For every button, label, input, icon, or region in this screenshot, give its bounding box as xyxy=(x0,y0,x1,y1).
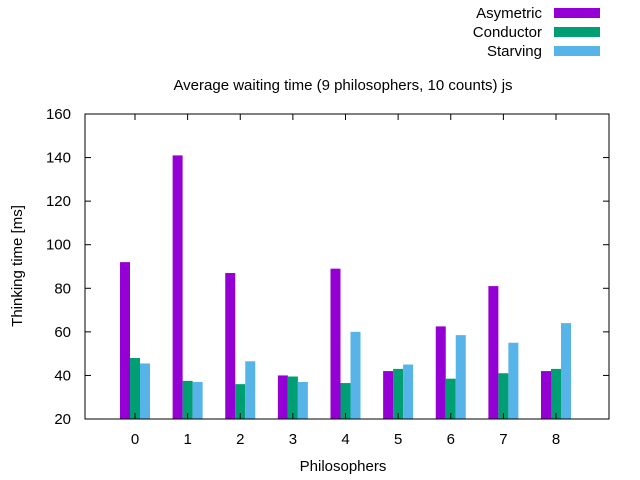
y-tick-label: 100 xyxy=(46,237,71,254)
x-axis-label: Philosophers xyxy=(300,458,387,475)
y-tick-label: 20 xyxy=(54,411,71,428)
bar-conductor-8 xyxy=(551,368,561,419)
bar-starving-0 xyxy=(140,363,150,419)
x-tick-label: 3 xyxy=(289,431,297,448)
legend-label-conductor: Conductor xyxy=(473,24,542,41)
legend-swatch-conductor xyxy=(554,27,600,37)
y-axis: 20 40 60 80 100 120 140 160 xyxy=(46,106,609,428)
y-tick-label: 160 xyxy=(46,106,71,123)
bar-conductor-0 xyxy=(130,358,140,419)
x-tick-label: 8 xyxy=(552,431,560,448)
bar-starving-1 xyxy=(192,381,203,419)
x-tick-label: 6 xyxy=(447,431,455,448)
bar-asymetric-3 xyxy=(277,375,288,419)
bar-starving-4 xyxy=(350,331,361,419)
bar-asymetric-6 xyxy=(435,326,446,419)
x-tick-label: 1 xyxy=(183,431,191,448)
legend-label-starving: Starving xyxy=(487,43,542,60)
bar-starving-8 xyxy=(561,323,571,419)
legend-swatch-starving xyxy=(554,46,600,56)
bar-asymetric-2 xyxy=(225,273,236,419)
bar-starving-5 xyxy=(403,364,414,419)
bar-conductor-7 xyxy=(498,373,509,419)
bar-conductor-1 xyxy=(182,380,193,419)
x-tick-label: 2 xyxy=(236,431,244,448)
bar-starving-2 xyxy=(245,361,256,419)
bar-conductor-2 xyxy=(235,384,246,419)
bar-asymetric-0 xyxy=(120,262,130,419)
bar-asymetric-7 xyxy=(488,286,499,419)
y-tick-label: 140 xyxy=(46,150,71,167)
legend-swatch-asymetric xyxy=(554,8,600,18)
bar-conductor-6 xyxy=(445,378,456,419)
bar-asymetric-5 xyxy=(383,371,394,419)
y-tick-label: 80 xyxy=(54,280,71,297)
legend: Asymetric Conductor Starving xyxy=(473,5,600,60)
y-tick-label: 120 xyxy=(46,193,71,210)
x-tick-label: 4 xyxy=(341,431,349,448)
bar-asymetric-1 xyxy=(172,155,183,419)
bar-starving-7 xyxy=(508,342,519,419)
x-tick-label: 7 xyxy=(499,431,507,448)
bar-asymetric-4 xyxy=(330,268,341,419)
legend-label-asymetric: Asymetric xyxy=(476,5,542,22)
x-tick-label: 5 xyxy=(394,431,402,448)
bars-layer xyxy=(120,155,571,419)
y-tick-label: 40 xyxy=(54,367,71,384)
bar-conductor-3 xyxy=(287,376,298,419)
bar-starving-3 xyxy=(297,381,308,419)
y-tick-label: 60 xyxy=(54,324,71,341)
x-tick-label: 0 xyxy=(131,431,139,448)
y-axis-label: Thinking time [ms] xyxy=(9,205,26,327)
bar-starving-6 xyxy=(455,335,466,419)
bar-conductor-5 xyxy=(393,368,404,419)
chart-title: Average waiting time (9 philosophers, 10… xyxy=(173,77,512,94)
x-axis: 0 1 2 3 4 5 6 7 8 xyxy=(131,114,560,448)
bar-asymetric-8 xyxy=(541,371,551,419)
plot-frame xyxy=(84,113,610,420)
bar-conductor-4 xyxy=(340,383,351,419)
